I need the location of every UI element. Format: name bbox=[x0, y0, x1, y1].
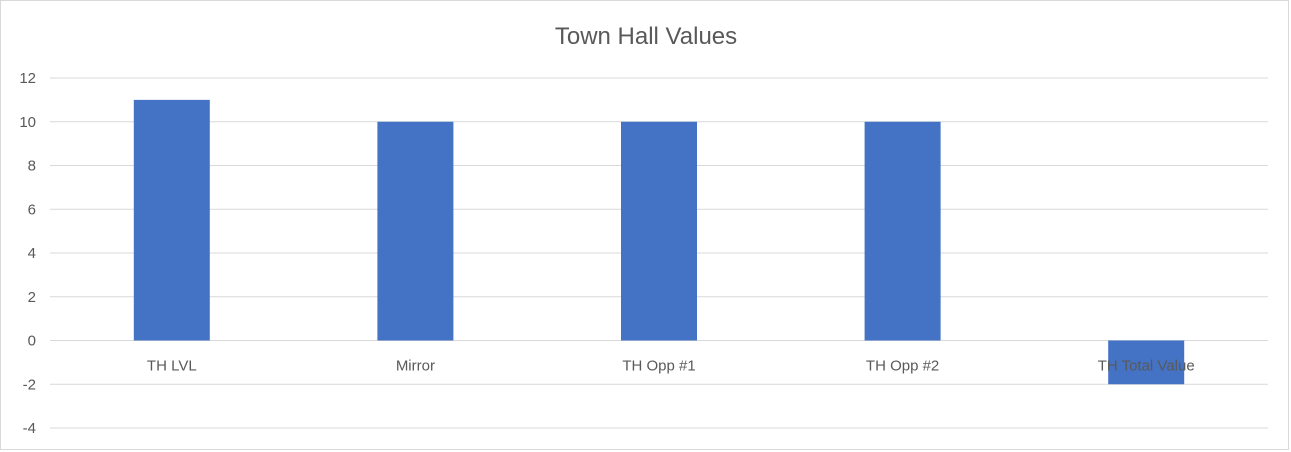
y-tick-label: 0 bbox=[28, 333, 36, 350]
x-category-label: TH Opp #2 bbox=[866, 358, 939, 375]
x-axis-category-labels: TH LVL Mirror TH Opp #1 TH Opp #2 TH Total V… bbox=[147, 358, 1195, 375]
bars bbox=[133, 99, 1185, 385]
y-tick-label: 12 bbox=[19, 70, 36, 87]
x-category-label: TH LVL bbox=[147, 358, 197, 375]
y-tick-label: -2 bbox=[23, 376, 36, 393]
y-tick-label: 8 bbox=[28, 158, 36, 175]
x-category-label: Mirror bbox=[396, 358, 435, 375]
y-tick-label: 6 bbox=[28, 201, 36, 218]
bar bbox=[621, 121, 697, 341]
y-tick-label: -4 bbox=[23, 420, 36, 437]
y-tick-label: 4 bbox=[28, 245, 36, 262]
bar bbox=[864, 121, 941, 341]
y-tick-label: 2 bbox=[28, 289, 36, 306]
y-axis-ticks: -4 -2 0 2 4 6 8 10 12 bbox=[19, 70, 36, 437]
y-tick-label: 10 bbox=[19, 114, 36, 131]
bar bbox=[133, 99, 210, 341]
chart-title: Town Hall Values bbox=[555, 23, 737, 50]
x-category-label: TH Total Value bbox=[1098, 358, 1195, 375]
bar bbox=[377, 121, 454, 341]
bar bbox=[1108, 340, 1185, 385]
x-category-label: TH Opp #1 bbox=[622, 358, 695, 375]
